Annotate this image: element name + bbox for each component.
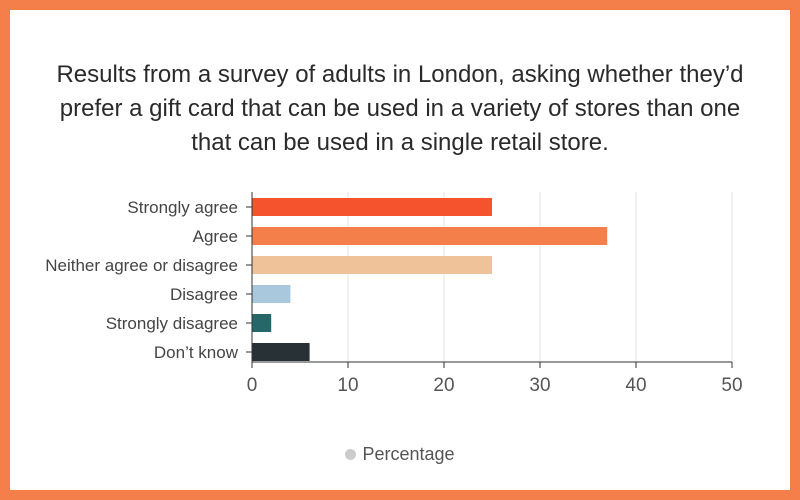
category-label: Strongly agree	[127, 198, 238, 217]
legend[interactable]: Percentage	[10, 444, 790, 465]
x-tick-label: 50	[721, 375, 742, 396]
category-labels: Strongly agree Agree Neither agree or disa…	[45, 198, 238, 362]
bar[interactable]	[252, 256, 492, 274]
grid-lines	[347, 192, 733, 362]
x-tick-label: 40	[625, 375, 646, 396]
bar[interactable]	[252, 227, 608, 245]
x-tick-label: 0	[247, 375, 258, 396]
x-tick-label: 20	[433, 375, 454, 396]
bar[interactable]	[252, 314, 272, 332]
bars	[252, 198, 608, 361]
bar[interactable]	[252, 198, 492, 216]
x-tick-label: 30	[529, 375, 550, 396]
category-label: Neither agree or disagree	[45, 256, 238, 275]
axes	[246, 192, 733, 368]
bar[interactable]	[252, 343, 310, 361]
bar[interactable]	[252, 285, 291, 303]
category-label: Strongly disagree	[106, 314, 238, 333]
chart-card: Results from a survey of adults in Londo…	[10, 10, 790, 490]
category-label: Agree	[193, 227, 238, 246]
legend-swatch	[345, 449, 357, 460]
category-label: Don’t know	[154, 343, 239, 362]
chart-title: Results from a survey of adults in Londo…	[56, 61, 744, 156]
category-label: Disagree	[170, 285, 238, 304]
x-tick-label: 10	[337, 375, 358, 396]
bar-chart: Strongly agree Agree Neither agree or disa…	[45, 192, 743, 396]
x-tick-labels: 0 10 20 30 40 50	[247, 375, 743, 396]
legend-label: Percentage	[362, 444, 455, 464]
